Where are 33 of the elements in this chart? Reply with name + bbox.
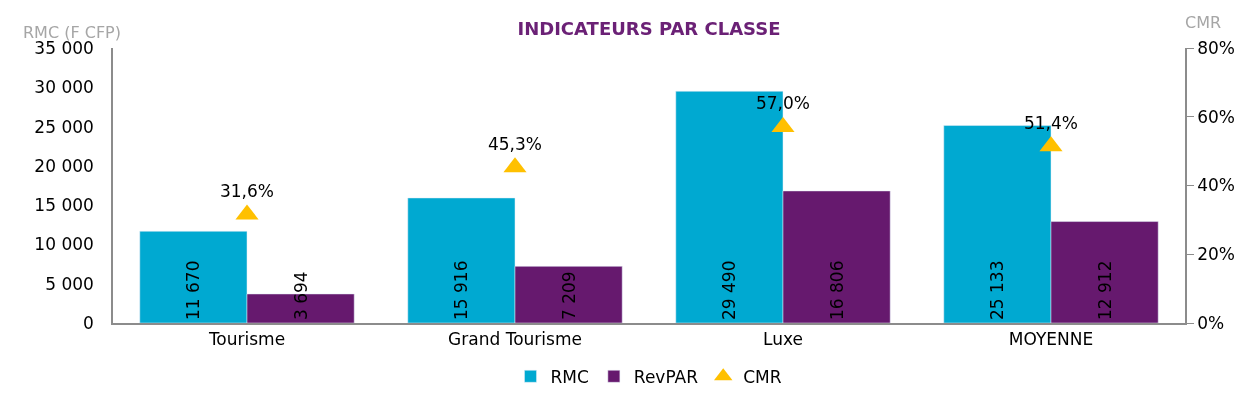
- legend-label: RevPAR: [633, 366, 699, 387]
- chart-title: INDICATEURS PAR CLASSE: [517, 17, 781, 39]
- data-label: 15 916: [451, 260, 472, 320]
- data-label: 7 209: [558, 271, 579, 320]
- data-label: 25 133: [987, 260, 1008, 320]
- y-tick-label: 15 000: [34, 195, 94, 216]
- x-tick-label: MOYENNE: [1008, 329, 1094, 350]
- y-axis-title: RMC (F CFP): [23, 23, 121, 42]
- data-label: 12 912: [1094, 260, 1115, 320]
- y-tick-label: 20 000: [34, 155, 94, 176]
- y2-tick-label: 0%: [1197, 312, 1225, 333]
- data-label: 29 490: [719, 260, 740, 320]
- y2-tick-label: 60%: [1197, 106, 1235, 127]
- y2-tick-label: 80%: [1197, 37, 1235, 58]
- data-label: 31,6%: [219, 180, 275, 201]
- y-tick-label: 30 000: [34, 77, 94, 98]
- y-tick-label: 10 000: [34, 234, 94, 255]
- x-tick-label: Luxe: [763, 329, 803, 350]
- data-label: 45,3%: [487, 133, 543, 154]
- x-tick-label: Tourisme: [207, 329, 286, 350]
- y2-tick-label: 20%: [1197, 244, 1235, 265]
- y-tick-label: 5 000: [45, 273, 94, 294]
- y-tick-label: 0: [83, 312, 94, 333]
- data-label: 11 670: [183, 260, 204, 320]
- x-tick-label: Grand Tourisme: [448, 329, 582, 350]
- data-label: 16 806: [826, 260, 847, 320]
- data-label: 51,4%: [1023, 112, 1079, 133]
- legend-label: RMC: [550, 366, 589, 387]
- legend-label: CMR: [743, 366, 782, 387]
- y-tick-label: 25 000: [34, 116, 94, 137]
- y2-axis-title: CMR: [1185, 13, 1222, 32]
- y2-tick-label: 40%: [1197, 175, 1235, 196]
- data-label: 3 694: [290, 271, 311, 320]
